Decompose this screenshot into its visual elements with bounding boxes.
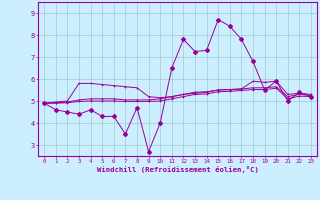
X-axis label: Windchill (Refroidissement éolien,°C): Windchill (Refroidissement éolien,°C)	[97, 166, 259, 173]
